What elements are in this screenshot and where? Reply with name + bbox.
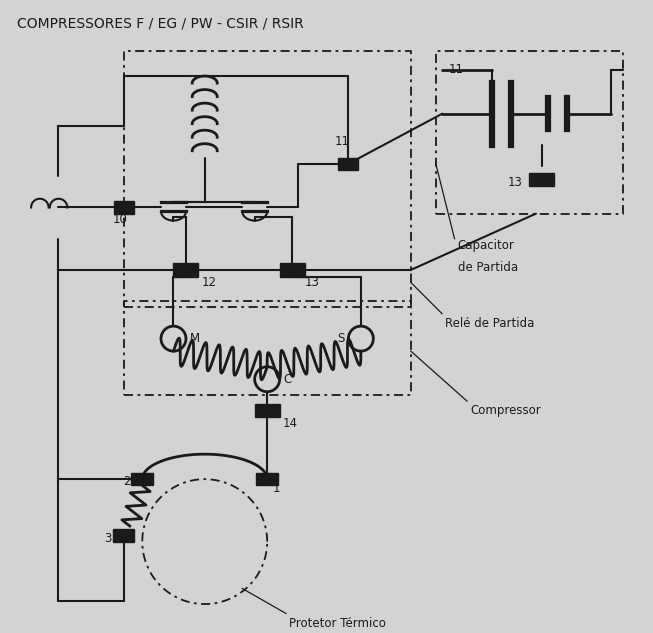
Bar — [279, 263, 305, 277]
Bar — [131, 473, 153, 486]
Bar — [256, 473, 278, 486]
Text: COMPRESSORES F / EG / PW - CSIR / RSIR: COMPRESSORES F / EG / PW - CSIR / RSIR — [18, 16, 304, 30]
Bar — [174, 263, 199, 277]
Bar — [530, 173, 554, 186]
Bar — [112, 529, 135, 542]
Bar — [338, 158, 358, 170]
Text: 14: 14 — [283, 417, 298, 430]
Text: 2: 2 — [123, 475, 131, 489]
Text: 3: 3 — [104, 532, 112, 544]
Text: M: M — [190, 332, 200, 345]
Text: 13: 13 — [507, 175, 522, 189]
Text: 10: 10 — [113, 213, 128, 226]
Text: Compressor: Compressor — [470, 404, 541, 417]
Text: S: S — [337, 332, 345, 345]
Text: Protetor Térmico: Protetor Térmico — [289, 617, 386, 630]
Text: Capacitor: Capacitor — [458, 239, 515, 252]
Text: 11: 11 — [448, 63, 463, 76]
Text: de Partida: de Partida — [458, 261, 518, 273]
Text: 11: 11 — [334, 135, 349, 148]
Text: 12: 12 — [202, 275, 217, 289]
Text: 13: 13 — [305, 275, 319, 289]
Text: C: C — [283, 373, 292, 385]
Bar — [114, 201, 133, 214]
Bar — [255, 404, 279, 417]
Text: 1: 1 — [273, 482, 280, 494]
Text: Relé de Partida: Relé de Partida — [445, 316, 535, 330]
